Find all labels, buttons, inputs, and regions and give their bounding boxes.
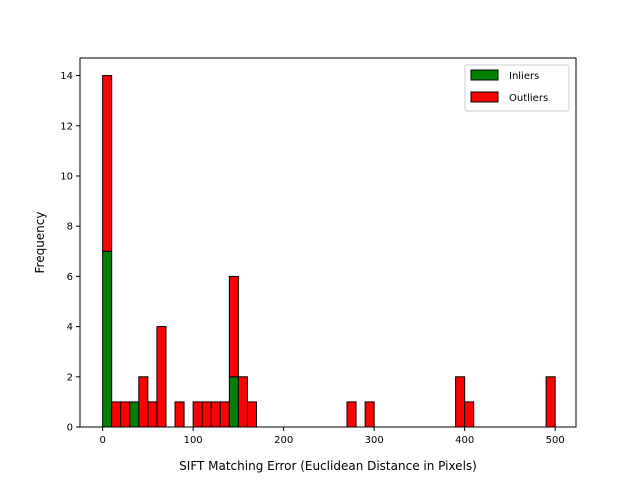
bar-outliers-290 bbox=[364, 401, 375, 428]
bar-outliers-0 bbox=[102, 75, 113, 252]
y-tick-label: 0 bbox=[67, 423, 73, 434]
bar-outliers-60 bbox=[156, 326, 167, 428]
legend-swatch-outliers bbox=[470, 91, 499, 103]
x-axis-label: SIFT Matching Error (Euclidean Distance … bbox=[179, 459, 477, 473]
bar-outliers-150 bbox=[237, 376, 248, 428]
legend-label-outliers: Outliers bbox=[509, 93, 548, 104]
x-axis: 0 100 200 300 400 500 bbox=[99, 427, 565, 446]
bar-inliers-30 bbox=[129, 401, 140, 428]
x-tick-label: 400 bbox=[455, 435, 474, 446]
x-tick-label: 100 bbox=[184, 435, 203, 446]
bar-inliers-140 bbox=[228, 376, 239, 428]
y-tick-label: 4 bbox=[67, 322, 73, 333]
bar-outliers-120 bbox=[210, 401, 221, 428]
y-tick-label: 8 bbox=[67, 222, 73, 233]
bar-outliers-50 bbox=[147, 401, 158, 428]
bar-outliers-10 bbox=[111, 401, 122, 428]
y-tick-label: 12 bbox=[60, 121, 73, 132]
legend-label-inliers: Inliers bbox=[509, 71, 539, 82]
y-axis-label: Frequency bbox=[33, 212, 47, 274]
bar-outliers-390 bbox=[455, 376, 466, 428]
y-tick-label: 10 bbox=[60, 171, 73, 182]
y-tick-label: 6 bbox=[67, 272, 73, 283]
bar-outliers-140 bbox=[228, 275, 239, 378]
bar-outliers-100 bbox=[192, 401, 203, 428]
bar-outliers-490 bbox=[545, 376, 556, 428]
bars-layer bbox=[102, 75, 556, 428]
bar-outliers-110 bbox=[201, 401, 212, 428]
bar-outliers-20 bbox=[120, 401, 131, 428]
bar-outliers-160 bbox=[246, 401, 257, 428]
x-tick-label: 300 bbox=[365, 435, 384, 446]
plot-frame bbox=[79, 57, 577, 428]
y-tick-label: 2 bbox=[67, 372, 73, 383]
y-tick-label: 14 bbox=[60, 71, 73, 82]
x-tick-label: 0 bbox=[99, 435, 105, 446]
y-axis: 0 2 4 6 8 10 12 14 bbox=[60, 71, 80, 434]
legend: Inliers Outliers bbox=[464, 64, 570, 112]
x-tick-label: 500 bbox=[546, 435, 565, 446]
legend-swatch-inliers bbox=[470, 69, 499, 81]
bar-inliers-0 bbox=[102, 250, 113, 428]
bar-outliers-270 bbox=[346, 401, 357, 428]
bar-outliers-400 bbox=[464, 401, 475, 428]
bar-outliers-130 bbox=[219, 401, 230, 428]
bar-outliers-40 bbox=[138, 376, 149, 428]
bar-outliers-80 bbox=[174, 401, 185, 428]
x-tick-label: 200 bbox=[274, 435, 293, 446]
